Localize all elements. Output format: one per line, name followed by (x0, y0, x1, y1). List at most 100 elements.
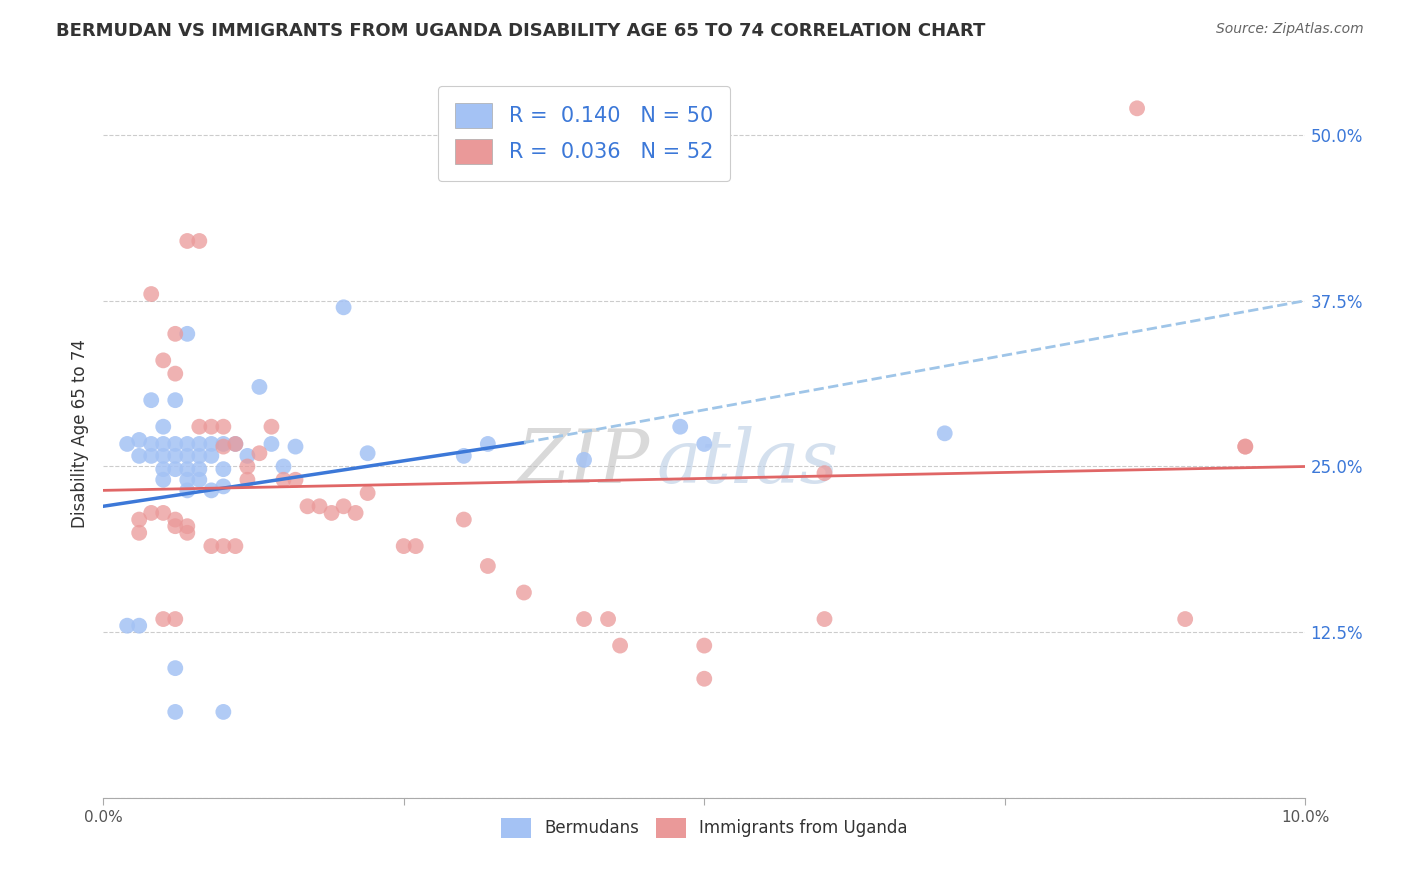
Point (188, 473, 211, 487)
Point (200, 449, 222, 463)
Point (236, 449, 259, 463)
Point (152, 612, 174, 626)
Point (165, 393, 187, 408)
Point (165, 661, 187, 675)
Point (176, 462, 198, 476)
Point (1234, 440, 1257, 454)
Point (165, 705, 187, 719)
Point (693, 437, 716, 451)
Point (141, 437, 163, 451)
Point (212, 419, 235, 434)
Text: Source: ZipAtlas.com: Source: ZipAtlas.com (1216, 22, 1364, 37)
Point (224, 437, 246, 451)
Point (934, 426, 956, 441)
Point (273, 473, 295, 487)
Y-axis label: Disability Age 65 to 74: Disability Age 65 to 74 (72, 339, 89, 528)
Point (308, 500, 330, 514)
Point (224, 437, 246, 451)
Point (141, 506, 163, 520)
Point (152, 449, 174, 463)
Point (212, 437, 235, 451)
Point (115, 437, 138, 451)
Point (152, 506, 174, 520)
Point (356, 486, 378, 500)
Point (453, 512, 475, 526)
Point (212, 462, 235, 476)
Point (260, 419, 283, 434)
Point (141, 287, 163, 301)
Point (128, 525, 150, 540)
Point (200, 539, 222, 553)
Point (477, 437, 499, 451)
Point (1126, 101, 1149, 115)
Point (453, 449, 475, 463)
Point (236, 473, 259, 487)
Point (572, 612, 595, 626)
Point (284, 473, 307, 487)
Point (176, 519, 198, 533)
Point (332, 500, 354, 514)
Point (200, 483, 222, 498)
Point (356, 446, 378, 460)
Point (176, 449, 198, 463)
Point (165, 449, 187, 463)
Point (176, 473, 198, 487)
Point (513, 585, 536, 599)
Point (128, 433, 150, 447)
Point (477, 559, 499, 574)
Point (405, 539, 427, 553)
Point (813, 466, 835, 480)
Point (392, 539, 415, 553)
Point (212, 440, 235, 454)
Point (165, 612, 187, 626)
Point (224, 539, 246, 553)
Point (260, 437, 283, 451)
Point (188, 437, 211, 451)
Point (669, 419, 692, 434)
Point (1234, 440, 1257, 454)
Point (152, 419, 174, 434)
Point (609, 639, 631, 653)
Point (128, 449, 150, 463)
Point (188, 462, 211, 476)
Legend: Bermudans, Immigrants from Uganda: Bermudans, Immigrants from Uganda (495, 811, 914, 845)
Point (212, 539, 235, 553)
Point (236, 459, 259, 474)
Text: ZIP: ZIP (517, 426, 650, 499)
Point (693, 639, 716, 653)
Point (115, 618, 138, 632)
Point (1174, 612, 1197, 626)
Point (152, 437, 174, 451)
Point (284, 440, 307, 454)
Point (165, 437, 187, 451)
Point (200, 419, 222, 434)
Point (188, 449, 211, 463)
Point (249, 380, 271, 394)
Point (693, 672, 716, 686)
Point (813, 612, 835, 626)
Point (273, 459, 295, 474)
Point (176, 326, 198, 341)
Text: BERMUDAN VS IMMIGRANTS FROM UGANDA DISABILITY AGE 65 TO 74 CORRELATION CHART: BERMUDAN VS IMMIGRANTS FROM UGANDA DISAB… (56, 22, 986, 40)
Point (128, 512, 150, 526)
Text: atlas: atlas (657, 426, 838, 499)
Point (332, 301, 354, 315)
Point (176, 234, 198, 248)
Point (165, 367, 187, 381)
Point (596, 612, 619, 626)
Point (152, 462, 174, 476)
Point (212, 705, 235, 719)
Point (165, 326, 187, 341)
Point (249, 446, 271, 460)
Point (212, 479, 235, 493)
Point (188, 419, 211, 434)
Point (176, 525, 198, 540)
Point (165, 462, 187, 476)
Point (297, 500, 319, 514)
Point (572, 453, 595, 467)
Point (165, 519, 187, 533)
Point (165, 512, 187, 526)
Point (141, 449, 163, 463)
Point (344, 506, 367, 520)
Point (152, 473, 174, 487)
